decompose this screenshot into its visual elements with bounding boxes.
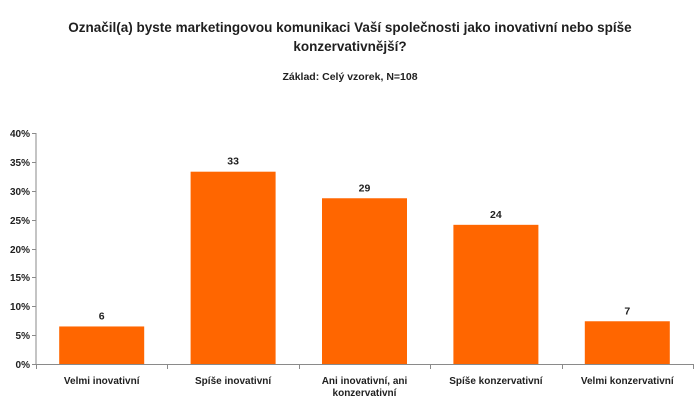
y-tick-label: 40% <box>10 129 30 140</box>
y-tick-label: 10% <box>10 302 30 313</box>
chart-subtitle: Základ: Celý vzorek, N=108 <box>282 71 418 83</box>
x-tick-label: konzervativní <box>333 388 398 399</box>
y-tick-label: 25% <box>10 216 30 227</box>
x-tick-label: Velmi inovativní <box>64 376 141 387</box>
bar <box>59 326 145 364</box>
chart-title-line-1: Označil(a) byste marketingovou komunikac… <box>68 20 632 35</box>
data-label: 7 <box>624 305 630 317</box>
bar <box>190 171 276 364</box>
y-tick-label: 30% <box>10 187 30 198</box>
y-tick-label: 5% <box>16 331 31 342</box>
y-tick-label: 20% <box>10 245 30 256</box>
bar <box>584 321 670 364</box>
y-tick-label: 0% <box>16 360 31 371</box>
chart-title-line-2: konzervativnější? <box>293 39 407 54</box>
chart-title: Označil(a) byste marketingovou komunikac… <box>0 18 700 56</box>
y-tick-label: 35% <box>10 158 30 169</box>
bar <box>322 198 407 364</box>
x-tick-label: Ani inovativní, ani <box>322 376 408 387</box>
data-label: 33 <box>227 156 239 168</box>
bar <box>453 224 539 364</box>
x-tick-label: Spíše inovativní <box>195 376 272 387</box>
data-label: 6 <box>99 310 105 322</box>
data-label: 29 <box>359 182 371 194</box>
x-tick-label: Velmi konzervativní <box>581 376 675 387</box>
x-tick-label: Spíše konzervativní <box>449 376 544 387</box>
y-tick-label: 15% <box>10 273 30 284</box>
data-label: 24 <box>490 209 502 221</box>
